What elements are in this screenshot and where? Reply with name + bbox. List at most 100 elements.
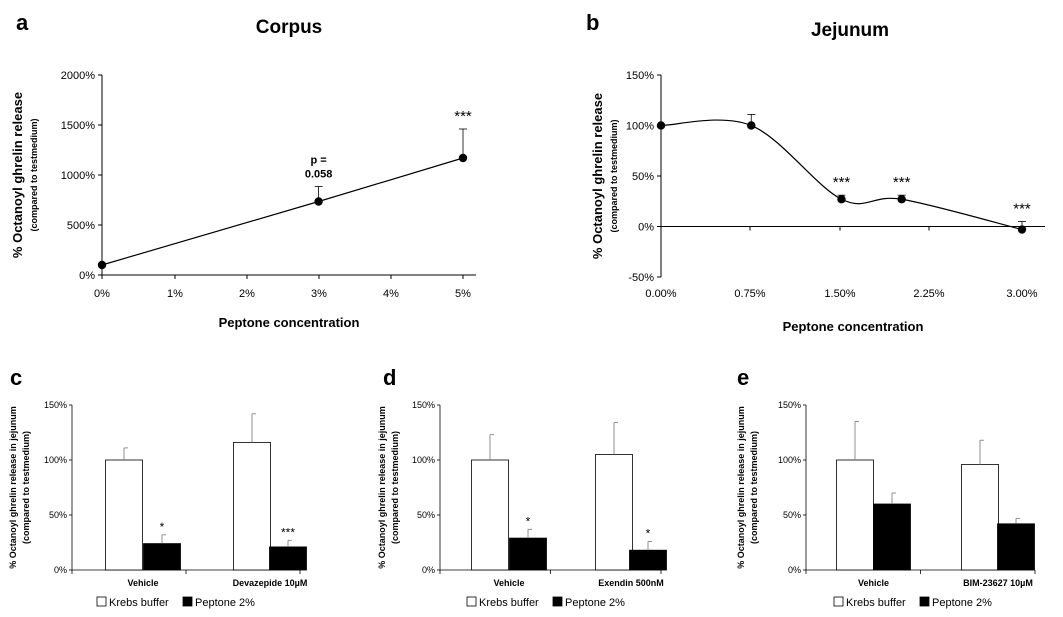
legend-swatch bbox=[833, 596, 844, 607]
category-label: Vehicle bbox=[493, 578, 524, 588]
data-point bbox=[837, 195, 846, 204]
y-tick-label: 100% bbox=[44, 455, 67, 465]
bar-peptone bbox=[997, 523, 1035, 571]
y-tick-label: 150% bbox=[778, 400, 801, 410]
category-label: Devazepide 10µM bbox=[233, 578, 308, 588]
bar-peptone bbox=[629, 549, 667, 571]
data-point bbox=[897, 195, 906, 204]
panel-c: c 0% 50% 100% 150% % Octanoyl ghrelin release… bbox=[8, 365, 307, 609]
bar-peptone bbox=[143, 543, 181, 571]
y-tick-label: 50% bbox=[632, 171, 654, 183]
panel-letter: e bbox=[737, 365, 749, 390]
legend-label: Krebs buffer bbox=[846, 597, 906, 609]
legend-label: Peptone 2% bbox=[195, 597, 255, 609]
y-tick-label: 150% bbox=[626, 70, 654, 82]
legend-swatch bbox=[466, 596, 477, 607]
bar-peptone bbox=[509, 537, 547, 571]
significance-marker: *** bbox=[833, 174, 851, 191]
data-point bbox=[747, 121, 756, 130]
x-tick-label: 2.25% bbox=[913, 288, 944, 300]
panel-letter: b bbox=[586, 10, 599, 35]
bar-krebs-buffer bbox=[595, 454, 633, 571]
y-axis-title: % Octanoyl ghrelin release bbox=[590, 93, 605, 259]
panel-b: b Jejunum -50% 0% 50% 100% 150% 0.00% 0.75% 1.50%… bbox=[586, 10, 1045, 334]
bar-krebs-buffer bbox=[105, 459, 143, 571]
bar-krebs-buffer bbox=[961, 463, 999, 571]
y-axis-subtitle: (compared to testmedium) bbox=[390, 431, 400, 544]
chart-title: Corpus bbox=[256, 17, 323, 38]
category-label: Exendin 500nM bbox=[598, 578, 664, 588]
y-axis-subtitle: (compared to testmedium) bbox=[609, 119, 619, 232]
legend-swatch bbox=[552, 596, 563, 607]
y-axis-subtitle: (compared to testmedium) bbox=[29, 118, 39, 231]
significance-marker: * bbox=[160, 520, 165, 534]
panel-a: a Corpus 0% 500% 1000% 1500% 2000% 0% 1% 2% 3% 4% 5%… bbox=[10, 10, 476, 330]
significance-marker: *** bbox=[1013, 200, 1031, 217]
y-tick-label: 0% bbox=[54, 565, 67, 575]
y-tick-label: 1000% bbox=[61, 170, 95, 182]
y-axis-title: % Octanoyl ghrelin release bbox=[10, 92, 25, 258]
y-tick-label: 1500% bbox=[61, 120, 95, 132]
x-axis-title: Peptone concentration bbox=[783, 319, 924, 334]
y-tick-label: 0% bbox=[638, 222, 654, 234]
x-tick-label: 5% bbox=[455, 288, 471, 300]
panel-e: e 0% 50% 100% 150% % Octanoyl ghrelin release… bbox=[736, 365, 1036, 609]
y-axis-subtitle: (compared to testmedium) bbox=[21, 431, 31, 544]
y-tick-label: 100% bbox=[412, 455, 435, 465]
bar-krebs-buffer bbox=[233, 441, 271, 571]
bar-krebs-buffer bbox=[471, 459, 509, 571]
y-axis-title: % Octanoyl ghrelin release in jejunum bbox=[377, 406, 387, 569]
y-tick-label: 0% bbox=[788, 565, 801, 575]
y-tick-label: 50% bbox=[49, 510, 67, 520]
bar-peptone bbox=[873, 503, 911, 571]
data-point bbox=[314, 197, 323, 206]
x-tick-label: 3% bbox=[311, 288, 327, 300]
x-tick-label: 0.00% bbox=[645, 288, 676, 300]
panel-d: d 0% 50% 100% 150% % Octanoyl ghrelin release… bbox=[377, 365, 667, 609]
legend-swatch bbox=[182, 596, 193, 607]
legend-swatch bbox=[919, 596, 930, 607]
data-point bbox=[458, 153, 468, 163]
x-tick-label: 1.50% bbox=[824, 288, 855, 300]
p-value-annotation: p = bbox=[310, 155, 326, 167]
y-tick-label: 100% bbox=[626, 121, 654, 133]
y-tick-label: 50% bbox=[783, 510, 801, 520]
data-point bbox=[97, 260, 107, 270]
significance-marker: *** bbox=[281, 525, 295, 539]
y-tick-label: 100% bbox=[778, 455, 801, 465]
legend-label: Krebs buffer bbox=[109, 597, 169, 609]
x-axis-title: Peptone concentration bbox=[219, 315, 360, 330]
panel-letter: d bbox=[383, 365, 396, 390]
x-tick-label: 3.00% bbox=[1006, 288, 1037, 300]
legend-label: Peptone 2% bbox=[565, 597, 625, 609]
y-tick-label: 0% bbox=[422, 565, 435, 575]
y-tick-label: 150% bbox=[412, 400, 435, 410]
p-value-annotation: 0.058 bbox=[305, 169, 333, 181]
significance-marker: * bbox=[646, 526, 651, 540]
legend-label: Krebs buffer bbox=[479, 597, 539, 609]
significance-marker: * bbox=[526, 514, 531, 528]
panel-letter: c bbox=[10, 365, 22, 390]
significance-marker: *** bbox=[893, 174, 911, 191]
y-tick-label: 0% bbox=[79, 270, 95, 282]
data-point bbox=[1017, 225, 1027, 234]
y-tick-label: 150% bbox=[44, 400, 67, 410]
series-line bbox=[101, 157, 464, 266]
x-tick-label: 2% bbox=[239, 288, 255, 300]
y-tick-label: -50% bbox=[628, 272, 654, 284]
x-tick-label: 4% bbox=[383, 288, 399, 300]
bar-krebs-buffer bbox=[836, 459, 874, 571]
y-axis-title: % Octanoyl ghrelin release in jejunum bbox=[736, 406, 746, 569]
y-axis-subtitle: (compared to testmedium) bbox=[749, 431, 759, 544]
data-point bbox=[656, 121, 666, 130]
bar-peptone bbox=[269, 546, 307, 571]
y-tick-label: 50% bbox=[417, 510, 435, 520]
y-tick-label: 500% bbox=[67, 220, 95, 232]
significance-marker: *** bbox=[454, 108, 472, 125]
x-tick-label: 0% bbox=[94, 288, 110, 300]
panel-letter: a bbox=[16, 10, 29, 35]
legend-label: Peptone 2% bbox=[932, 597, 992, 609]
category-label: Vehicle bbox=[127, 578, 158, 588]
x-tick-label: 1% bbox=[167, 288, 183, 300]
